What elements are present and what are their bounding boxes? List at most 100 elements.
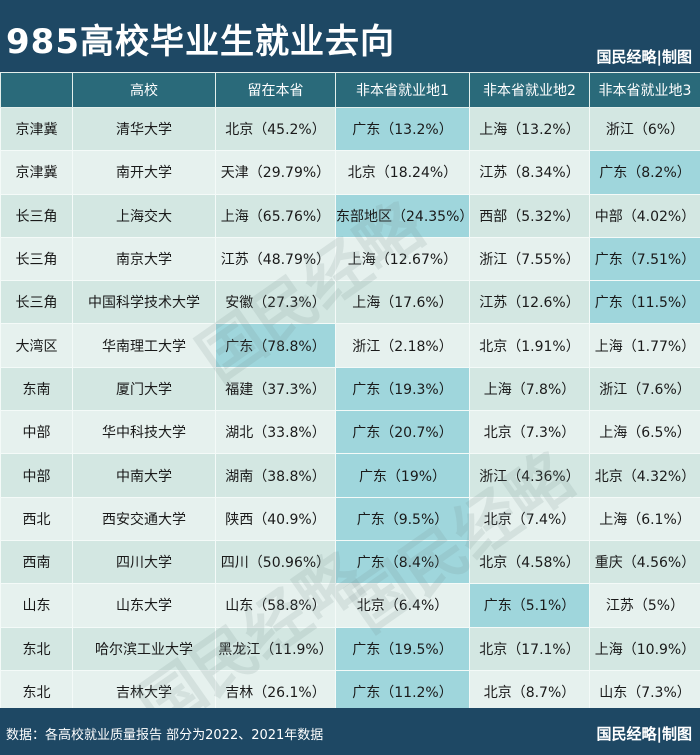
cell-dest1: 东部地区（24.35%） [335,193,473,238]
table-row: 西南 四川大学 四川（50.96%） 广东（8.4%） 北京（4.58%） 重庆（4.56… [0,539,700,585]
cell-dest3: 中部（4.02%） [589,193,700,238]
cell-region: 东北 [0,669,73,715]
column-header-school: 高校 [72,72,216,108]
cell-stay: 安徽（27.3%） [215,280,336,325]
table-row: 东北 吉林大学 吉林（26.1%） 广东（11.2%） 北京（8.7%） 山东（7.3%） [0,669,700,715]
table-row: 京津冀 南开大学 天津（29.79%） 北京（18.24%） 江苏（8.34%） 广东（8… [0,150,700,195]
cell-school: 华南理工大学 [72,323,216,368]
cell-dest3: 浙江（7.6%） [589,366,700,412]
cell-dest1: 浙江（2.18%） [335,323,470,368]
cell-region: 西南 [0,539,73,585]
cell-school: 南京大学 [72,236,216,282]
cell-school: 山东大学 [72,583,216,628]
cell-stay: 北京（45.2%） [215,106,336,152]
cell-dest1: 广东（19.5%） [335,626,470,671]
cell-dest1: 上海（17.6%） [335,280,470,325]
cell-dest1: 广东（19.3%） [335,366,470,412]
brand-credit-bottom: 国民经略|制图 [596,725,692,743]
column-header-dest3: 非本省就业地3 [589,72,700,108]
cell-dest2: 上海（7.8%） [469,366,590,412]
cell-school: 上海交大 [72,193,216,238]
cell-region: 京津冀 [0,150,73,195]
cell-dest3: 上海（10.9%） [589,626,700,671]
cell-school: 哈尔滨工业大学 [72,626,216,671]
cell-school: 中国科学技术大学 [72,280,216,325]
cell-dest2: 西部（5.32%） [469,193,590,238]
cell-school: 四川大学 [72,539,216,585]
cell-dest1: 广东（8.4%） [335,539,470,585]
cell-dest1: 北京（18.24%） [335,150,470,195]
table-row: 东北 哈尔滨工业大学 黑龙江（11.9%） 广东（19.5%） 北京（17.1%） 上海（… [0,626,700,671]
cell-dest3: 广东（11.5%） [589,280,700,325]
cell-dest1: 广东（9.5%） [335,496,470,541]
cell-dest2: 北京（17.1%） [469,626,590,671]
brand-credit-top: 国民经略|制图 [596,48,692,66]
cell-stay: 湖北（33.8%） [215,410,336,455]
cell-region: 长三角 [0,193,73,238]
cell-school: 中南大学 [72,453,216,498]
cell-dest3: 上海（1.77%） [589,323,700,368]
cell-stay: 四川（50.96%） [215,539,336,585]
table-row: 山东 山东大学 山东（58.8%） 北京（6.4%） 广东（5.1%） 江苏（5%） [0,583,700,628]
table-header-row: 高校 留在本省 非本省就业地1 非本省就业地2 非本省就业地3 [0,72,700,108]
cell-stay: 福建（37.3%） [215,366,336,412]
cell-dest1: 广东（19%） [335,453,470,498]
cell-stay: 广东（78.8%） [215,323,336,368]
cell-dest3: 广东（7.51%） [589,236,700,282]
cell-dest3: 北京（4.32%） [589,453,700,498]
cell-region: 长三角 [0,280,73,325]
cell-dest3: 广东（8.2%） [589,150,700,195]
cell-region: 山东 [0,583,73,628]
cell-region: 京津冀 [0,106,73,152]
cell-dest2: 北京（1.91%） [469,323,590,368]
cell-region: 东北 [0,626,73,671]
cell-dest2: 浙江（7.55%） [469,236,590,282]
cell-dest3: 江苏（5%） [589,583,700,628]
cell-dest2: 北京（8.7%） [469,669,590,715]
cell-dest2: 广东（5.1%） [469,583,590,628]
cell-dest2: 上海（13.2%） [469,106,590,152]
table-row: 长三角 中国科学技术大学 安徽（27.3%） 上海（17.6%） 江苏（12.6%） 广东… [0,280,700,325]
cell-dest3: 上海（6.5%） [589,410,700,455]
header-bar: 985高校毕业生就业去向 国民经略|制图 [0,0,700,72]
footer-bar: 数据：各高校就业质量报告 部分为2022、2021年数据 国民经略|制图 [0,708,700,755]
table-row: 中部 华中科技大学 湖北（33.8%） 广东（20.7%） 北京（7.3%） 上海（6.5… [0,410,700,455]
cell-region: 长三角 [0,236,73,282]
table-row: 长三角 上海交大 上海（65.76%） 东部地区（24.35%） 西部（5.32%） 中部… [0,193,700,238]
table-row: 中部 中南大学 湖南（38.8%） 广东（19%） 浙江（4.36%） 北京（4.32%） [0,453,700,498]
cell-dest2: 江苏（12.6%） [469,280,590,325]
cell-stay: 山东（58.8%） [215,583,336,628]
cell-school: 南开大学 [72,150,216,195]
page-title: 985高校毕业生就业去向 [6,22,395,62]
table-row: 长三角 南京大学 江苏（48.79%） 上海（12.67%） 浙江（7.55%） 广东（7… [0,236,700,282]
column-header-stay: 留在本省 [215,72,336,108]
cell-dest1: 广东（20.7%） [335,410,470,455]
table-row: 京津冀 清华大学 北京（45.2%） 广东（13.2%） 上海（13.2%） 浙江（6%） [0,106,700,152]
cell-dest1: 上海（12.67%） [335,236,470,282]
column-header-region [0,72,73,108]
cell-school: 厦门大学 [72,366,216,412]
cell-dest3: 上海（6.1%） [589,496,700,541]
cell-region: 西北 [0,496,73,541]
cell-stay: 湖南（38.8%） [215,453,336,498]
cell-dest1: 广东（11.2%） [335,669,470,715]
cell-dest3: 山东（7.3%） [589,669,700,715]
cell-dest2: 北京（7.4%） [469,496,590,541]
table-container: 高校 留在本省 非本省就业地1 非本省就业地2 非本省就业地3 京津冀 清华大学北… [0,72,700,747]
cell-school: 清华大学 [72,106,216,152]
data-source-note: 数据：各高校就业质量报告 部分为2022、2021年数据 [6,728,324,743]
cell-region: 中部 [0,410,73,455]
table-row: 西北 西安交通大学 陕西（40.9%） 广东（9.5%） 北京（7.4%） 上海（6.1%… [0,496,700,541]
column-header-dest2: 非本省就业地2 [469,72,590,108]
cell-stay: 天津（29.79%） [215,150,336,195]
cell-stay: 陕西（40.9%） [215,496,336,541]
cell-region: 中部 [0,453,73,498]
table-row: 东南 厦门大学 福建（37.3%） 广东（19.3%） 上海（7.8%） 浙江（7.6%） [0,366,700,412]
column-header-dest1: 非本省就业地1 [335,72,470,108]
cell-dest1: 北京（6.4%） [335,583,470,628]
cell-school: 西安交通大学 [72,496,216,541]
cell-dest2: 浙江（4.36%） [469,453,590,498]
cell-dest3: 浙江（6%） [589,106,700,152]
cell-dest2: 江苏（8.34%） [469,150,590,195]
cell-dest3: 重庆（4.56%） [589,539,700,585]
